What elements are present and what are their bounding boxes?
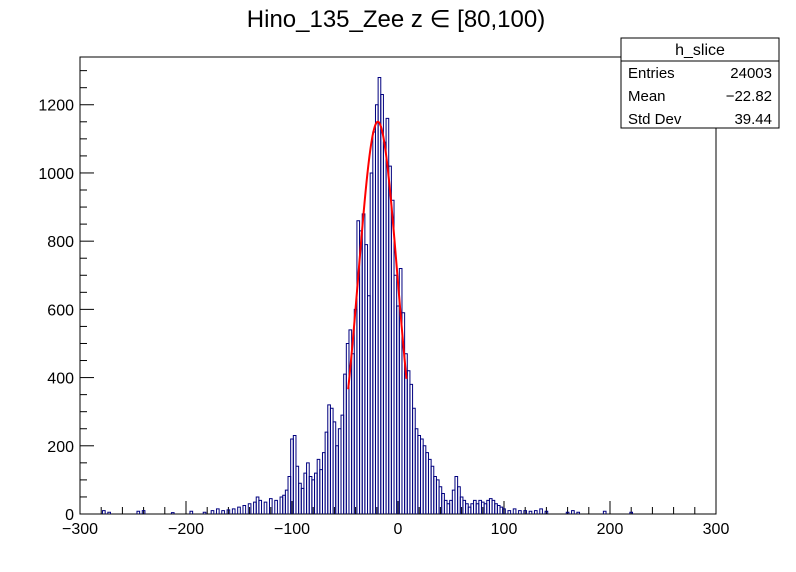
stats-box-frame xyxy=(620,37,780,129)
histogram-bin xyxy=(507,510,512,514)
histogram-bin xyxy=(141,510,146,514)
histogram-bin xyxy=(565,511,570,514)
stats-stddev-value: 39.44 xyxy=(734,111,772,128)
histogram-bin xyxy=(202,511,207,514)
histogram-bin xyxy=(226,509,231,514)
x-tick-label: −100 xyxy=(274,521,310,538)
y-tick-label: 1000 xyxy=(38,166,74,183)
plot-area: −300 −200 −100 0 100 200 300 0 200 400 600 800 1000 1… xyxy=(38,56,730,538)
x-tick-label: 100 xyxy=(491,521,518,538)
histogram-bin xyxy=(274,499,278,514)
chart-title: Hino_135_Zee z ∈ [80,100) xyxy=(247,6,545,33)
histogram-bin xyxy=(502,508,506,514)
histogram-bin xyxy=(107,511,111,514)
x-tick-label: −300 xyxy=(62,521,98,538)
histogram-bin xyxy=(576,511,581,514)
histogram-bin xyxy=(268,498,273,514)
histogram-bin xyxy=(170,512,175,514)
histogram-bin xyxy=(231,508,236,514)
stats-box-name: h_slice xyxy=(675,42,725,59)
histogram-bin xyxy=(629,511,634,514)
stats-mean-label: Mean xyxy=(628,88,666,105)
x-tick-label: 0 xyxy=(394,521,403,538)
histogram-bin xyxy=(539,508,543,514)
histogram-bin xyxy=(544,510,549,514)
histogram-bin xyxy=(258,499,263,514)
histogram-bin xyxy=(215,508,220,514)
gaussian-fit-curve xyxy=(347,120,408,390)
y-tick-label: 400 xyxy=(47,371,74,388)
x-tick-label: 200 xyxy=(597,521,624,538)
histogram-bin xyxy=(602,510,607,514)
histogram-bin xyxy=(247,503,252,514)
y-tick-label: 600 xyxy=(47,302,74,319)
histogram-bin xyxy=(523,510,528,514)
histogram-bin xyxy=(528,510,533,514)
stats-mean-value: −22.82 xyxy=(726,88,772,105)
histogram-bin xyxy=(237,506,241,514)
histogram-bin xyxy=(571,510,575,514)
histogram-bin xyxy=(533,510,538,514)
histogram-bin xyxy=(210,510,215,514)
histogram-bin xyxy=(221,510,225,514)
stats-stddev-label: Std Dev xyxy=(628,111,682,128)
x-tick-label: −200 xyxy=(168,521,204,538)
y-tick-label: 0 xyxy=(65,507,74,524)
x-tick-label: 300 xyxy=(703,521,730,538)
histogram-bin xyxy=(263,501,268,514)
histogram-bin xyxy=(518,510,522,514)
histogram-bin xyxy=(189,510,194,514)
histogram-bin xyxy=(102,510,106,514)
stats-entries-value: 24003 xyxy=(730,65,772,82)
histogram-bin xyxy=(136,510,141,514)
stats-box: h_slice Entries 24003 Mean −22.82 Std De… xyxy=(620,37,780,129)
y-tick-label: 1200 xyxy=(38,98,74,115)
y-tick-label: 800 xyxy=(47,234,74,251)
histogram-bin xyxy=(242,504,247,514)
histogram-bin xyxy=(512,508,517,514)
stats-entries-label: Entries xyxy=(628,65,675,82)
y-tick-label: 200 xyxy=(47,439,74,456)
